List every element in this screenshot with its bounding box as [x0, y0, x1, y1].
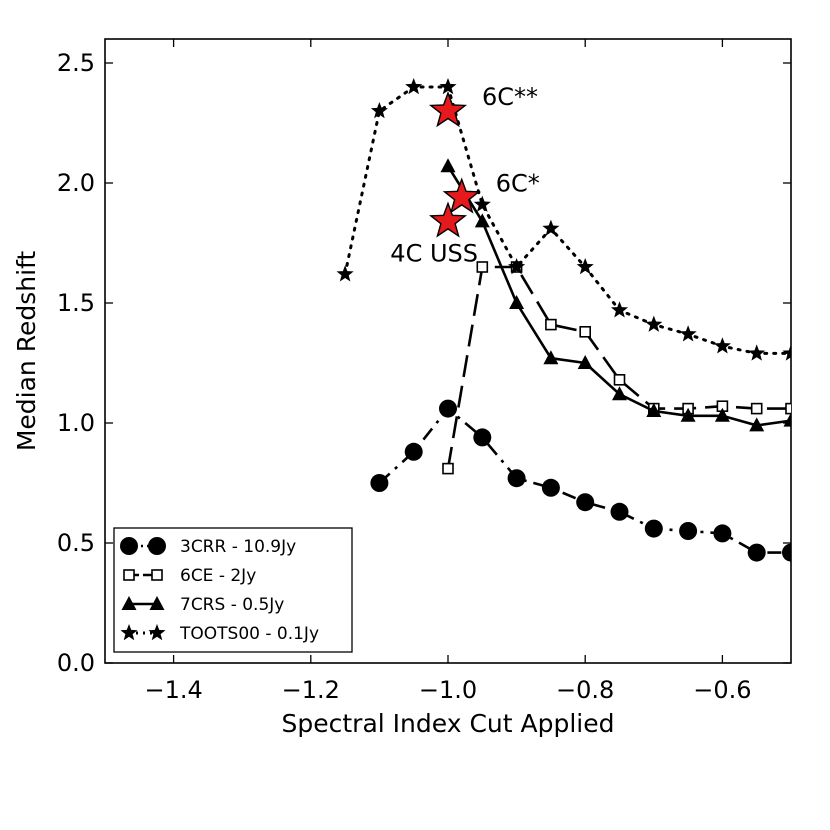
series-2 — [440, 158, 791, 432]
data-point — [610, 502, 629, 521]
legend-marker — [148, 624, 166, 641]
legend: 3CRR - 10.9Jy 6CE - 2Jy 7CRS - 0.5Jy TOOTS0… — [113, 527, 353, 653]
data-point — [610, 301, 629, 318]
data-point — [370, 474, 389, 492]
y-tick-label: 1.0 — [57, 409, 95, 437]
data-point — [507, 469, 526, 488]
series-line — [446, 265, 791, 469]
x-tick-label: −1.0 — [419, 676, 477, 704]
series-line — [343, 85, 791, 355]
y-tick-label: 0.0 — [57, 649, 95, 677]
legend-marker — [120, 624, 138, 641]
data-point — [541, 478, 560, 497]
plot-data — [336, 78, 791, 562]
highlight-star — [428, 201, 468, 238]
data-point — [679, 522, 698, 540]
highlight-label: 6C* — [496, 169, 540, 197]
legend-label: TOOTS00 - 0.1Jy — [179, 624, 319, 644]
data-point — [785, 402, 791, 415]
data-point — [543, 350, 559, 365]
data-point — [783, 412, 791, 427]
y-tick-label: 1.5 — [57, 289, 95, 317]
legend-marker — [148, 537, 166, 555]
data-point — [782, 543, 791, 562]
legend-label: 3CRR - 10.9Jy — [180, 537, 296, 557]
series-1 — [442, 261, 791, 475]
highlight-points: 6C** 6C* 4C USS — [390, 83, 539, 267]
y-axis-title: Median Redshift — [12, 251, 41, 452]
data-point — [542, 219, 560, 236]
data-point — [509, 295, 525, 309]
data-point — [576, 493, 595, 512]
highlight-label: 4C USS — [390, 239, 478, 267]
data-point — [442, 462, 454, 475]
x-tick-label: −1.4 — [144, 676, 202, 704]
data-point — [713, 524, 732, 543]
y-tick-label: 2.5 — [57, 49, 95, 77]
highlight-star — [428, 90, 468, 128]
data-point — [404, 442, 423, 461]
data-point — [439, 78, 457, 95]
data-point — [508, 258, 526, 275]
axis-ticks: −1.4 −1.2 −1.0 −0.8 −0.6 0.0 0.5 1.0 1.5 2.0 2.5 — [57, 39, 791, 704]
data-point — [473, 195, 491, 212]
x-tick-label: −0.8 — [556, 676, 614, 704]
data-point — [644, 519, 663, 538]
legend-marker — [120, 537, 138, 555]
data-point — [680, 407, 696, 422]
x-axis-title: Spectral Index Cut Applied — [282, 709, 615, 738]
data-point — [576, 258, 594, 275]
highlight-star — [442, 177, 481, 214]
legend-marker — [151, 569, 163, 581]
data-point — [612, 386, 627, 401]
data-point — [440, 158, 456, 173]
series-0 — [370, 399, 791, 562]
legend-label: 7CRS - 0.5Jy — [180, 595, 284, 615]
legend-label: 6CE - 2Jy — [180, 566, 256, 586]
legend-marker — [121, 596, 137, 610]
data-point — [613, 373, 626, 386]
data-point — [747, 543, 766, 562]
data-point — [782, 344, 791, 361]
data-point — [749, 417, 765, 432]
data-point — [646, 403, 662, 417]
data-point — [645, 315, 663, 332]
data-point — [474, 213, 490, 228]
legend-marker — [149, 596, 165, 610]
data-point — [473, 428, 492, 447]
data-point — [748, 344, 766, 361]
data-point — [714, 407, 730, 422]
data-point — [405, 78, 423, 95]
x-tick-label: −1.2 — [282, 676, 340, 704]
data-point — [545, 318, 557, 331]
data-point — [713, 337, 731, 354]
data-point — [750, 402, 763, 415]
x-tick-label: −0.6 — [693, 676, 751, 704]
data-point — [439, 399, 457, 418]
data-point — [679, 325, 697, 342]
data-point — [579, 325, 592, 338]
data-point — [336, 265, 354, 282]
series-3 — [336, 78, 791, 361]
data-point — [476, 261, 489, 273]
y-tick-label: 0.5 — [57, 529, 95, 557]
y-tick-label: 2.0 — [57, 169, 95, 197]
data-point — [577, 355, 593, 369]
data-point — [370, 102, 388, 119]
legend-marker — [123, 569, 135, 581]
highlight-label: 6C** — [482, 83, 538, 111]
